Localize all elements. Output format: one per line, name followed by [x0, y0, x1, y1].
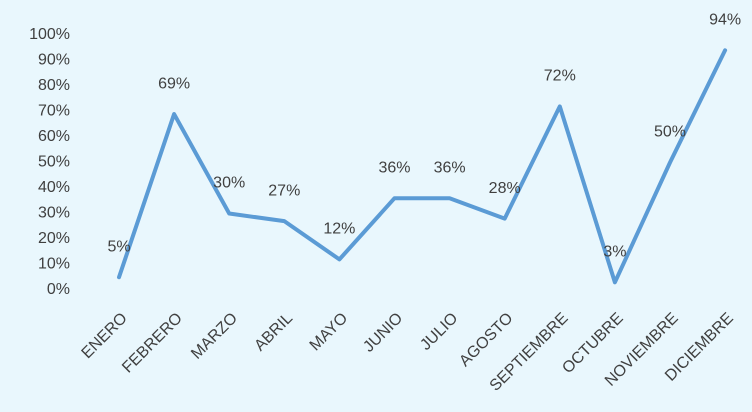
y-tick-label: 0%	[47, 281, 70, 298]
line	[117, 48, 728, 285]
data-label: 72%	[544, 68, 576, 85]
y-tick-label: 60%	[38, 128, 70, 145]
y-tick-label: 80%	[38, 77, 70, 94]
data-label: 50%	[654, 124, 686, 141]
y-tick-label: 30%	[38, 205, 70, 222]
x-tick-label: ABRIL	[251, 310, 296, 355]
y-tick-label: 90%	[38, 52, 70, 69]
data-label: 5%	[107, 238, 130, 255]
data-label: 12%	[323, 221, 355, 238]
y-tick-label: 70%	[38, 103, 70, 120]
data-label: 28%	[489, 180, 521, 197]
y-tick-label: 10%	[38, 256, 70, 273]
y-tick-label: 100%	[29, 26, 70, 43]
x-tick-label: JUNIO	[360, 310, 406, 356]
data-label: 3%	[603, 244, 626, 261]
data-label: 30%	[213, 175, 245, 192]
x-tick-label: ENERO	[79, 310, 131, 362]
data-label: 94%	[709, 12, 741, 29]
x-tick-label: JULIO	[417, 310, 461, 354]
x-tick-label: MARZO	[188, 310, 241, 363]
data-label: 27%	[268, 182, 300, 199]
y-tick-label: 40%	[38, 179, 70, 196]
y-tick-label: 50%	[38, 154, 70, 171]
x-tick-label: FEBRERO	[119, 310, 186, 377]
data-label: 36%	[378, 159, 410, 176]
x-tick-label: MAYO	[307, 310, 352, 355]
y-tick-label: 20%	[38, 230, 70, 247]
data-label: 36%	[434, 159, 466, 176]
data-label: 69%	[158, 75, 190, 92]
